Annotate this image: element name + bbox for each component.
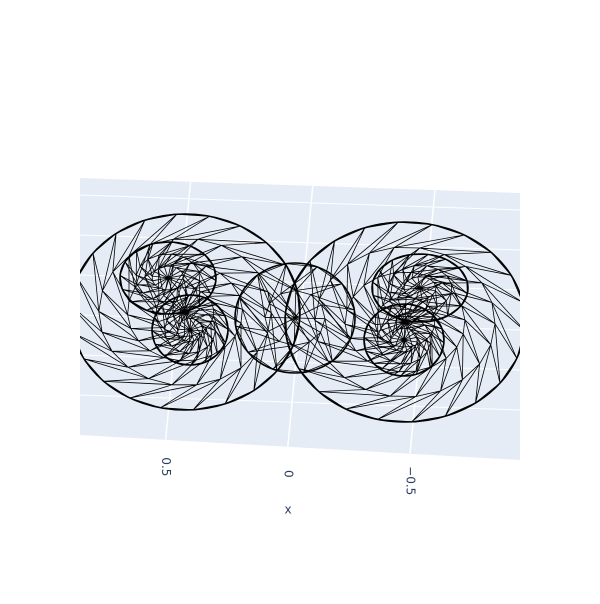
scene-grid-line [79,234,521,251]
wireframe-outline [151,294,229,366]
wireframe-part [285,221,520,423]
x-ticks: 0.5 0 −0.5 [159,457,417,495]
wireframe-outline [80,213,301,411]
wireframe-outline [284,221,520,423]
scene-grid-line [79,194,521,211]
wireframe-outline [371,253,469,323]
x-tick-label: 0.5 [159,457,173,476]
scene-grid-line [79,394,521,411]
scene-grid-line [79,354,521,371]
wireframe [80,213,520,423]
scene-grid-line [79,274,521,291]
wireframe-outline [234,262,356,374]
wireframe-outline [363,303,445,377]
wireframe-outline [119,241,217,315]
wireframe-part [119,241,217,315]
x-tick-label: 0 [281,470,295,478]
wireframe-part [235,263,355,373]
x-tick-label: −0.5 [404,466,418,495]
x-axis-title: x [284,503,291,517]
wireframe-part [372,254,468,322]
